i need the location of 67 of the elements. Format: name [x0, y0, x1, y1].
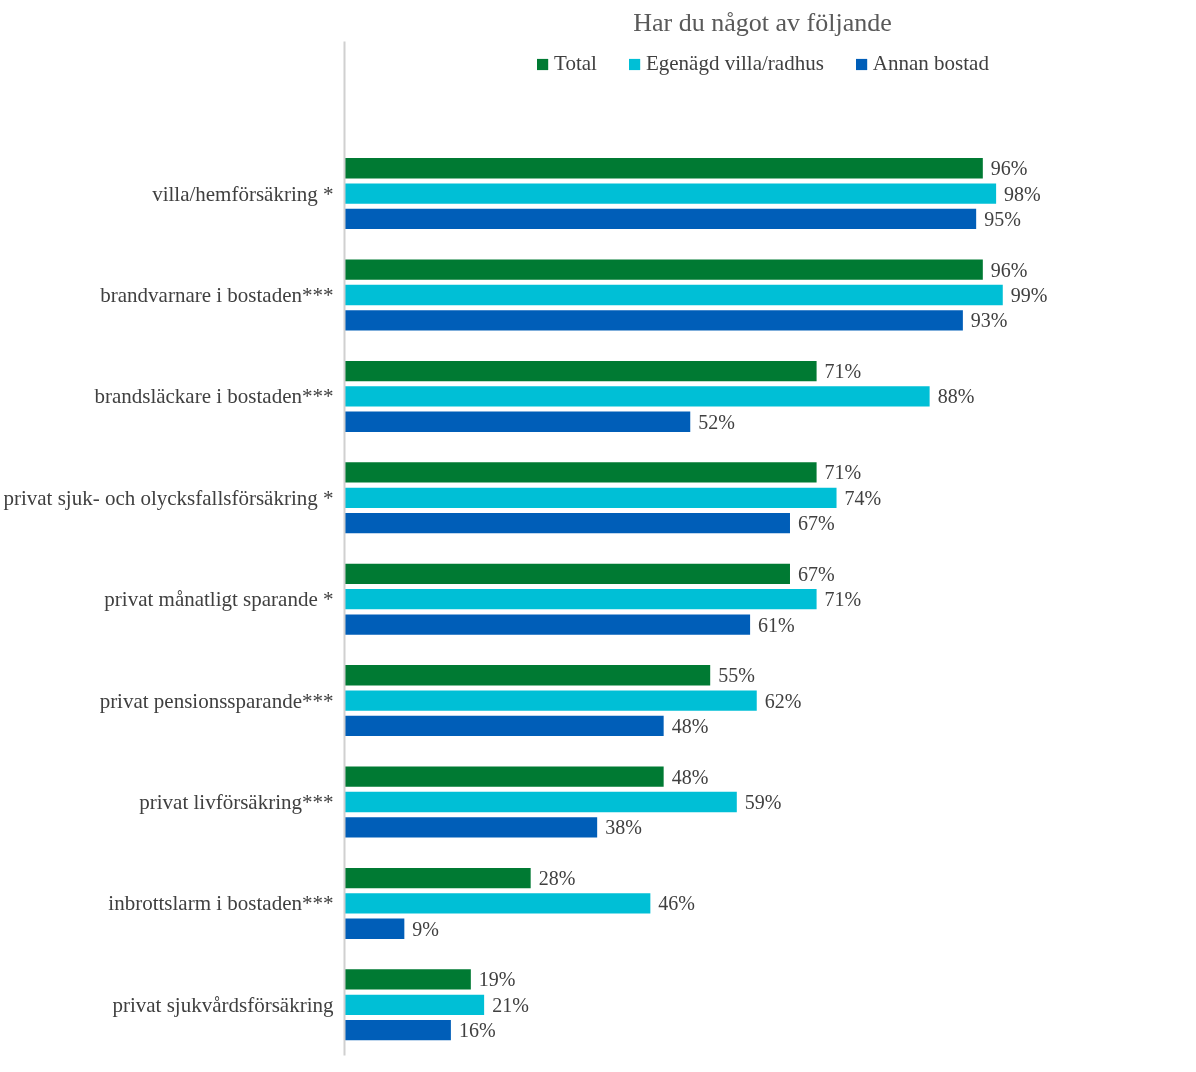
data-label: 71%	[824, 588, 862, 611]
bar	[344, 310, 963, 331]
data-label: 52%	[698, 410, 735, 433]
bar	[344, 614, 751, 635]
data-label: 88%	[937, 385, 975, 408]
bar	[344, 183, 997, 204]
bar	[344, 969, 471, 990]
y-tick-label: privat livförsäkring***	[139, 790, 334, 814]
y-tick-label: inbrottslarm i bostaden***	[108, 891, 334, 916]
legend-label: Total	[554, 51, 597, 76]
data-label: 38%	[605, 816, 642, 839]
data-label: 21%	[492, 993, 529, 1016]
bar	[344, 513, 790, 534]
legend-label: Egenägd villa/radhus	[645, 51, 824, 76]
y-tick-label: brandvarnare i bostaden***	[100, 283, 334, 307]
data-label: 96%	[990, 258, 1028, 281]
y-tick-label: privat pensionssparande***	[99, 688, 334, 713]
bar	[344, 589, 817, 610]
y-tick-label: brandsläckare i bostaden***	[94, 384, 334, 409]
legend-label: Annan bostad	[872, 51, 989, 76]
bar	[344, 487, 837, 508]
data-label: 61%	[758, 613, 795, 636]
bar	[344, 208, 977, 230]
data-label: 59%	[744, 791, 782, 813]
data-label: 71%	[824, 360, 862, 383]
data-label: 9%	[412, 917, 440, 940]
bar	[344, 867, 531, 889]
data-label: 67%	[797, 562, 835, 585]
data-label: 55%	[718, 664, 755, 687]
data-label: 19%	[478, 968, 516, 991]
data-label: 95%	[984, 207, 1021, 230]
data-label: 99%	[1010, 284, 1048, 306]
chart-title: Har du något av följande	[633, 7, 892, 37]
data-label: 48%	[671, 714, 709, 737]
bar	[344, 918, 405, 939]
bar	[344, 994, 485, 1015]
data-label: 74%	[844, 486, 882, 509]
bar	[344, 259, 983, 280]
data-label: 16%	[458, 1019, 496, 1042]
bar	[344, 411, 691, 432]
y-tick-label: villa/hemförsäkring *	[152, 181, 334, 206]
y-tick-label: privat månatligt sparande *	[104, 587, 334, 612]
bar	[344, 817, 598, 838]
data-label: 46%	[658, 892, 696, 915]
bar	[344, 1020, 451, 1041]
bar	[344, 893, 651, 914]
data-label: 67%	[797, 512, 835, 535]
bar	[344, 665, 711, 686]
bar	[344, 715, 664, 737]
bar	[344, 791, 737, 813]
data-label: 93%	[970, 309, 1008, 332]
y-tick-label: privat sjukvårdsförsäkring	[112, 992, 334, 1017]
data-label: 28%	[538, 867, 576, 890]
data-label: 96%	[990, 157, 1028, 180]
bar	[344, 386, 930, 407]
data-label: 62%	[764, 689, 802, 712]
y-tick-label: privat sjuk- och olycksfallsförsäkring *	[3, 485, 334, 510]
bar	[344, 563, 790, 584]
bar	[344, 690, 757, 711]
bar	[344, 360, 817, 382]
data-label: 98%	[1004, 182, 1041, 205]
data-label: 71%	[824, 461, 862, 484]
data-label: 48%	[671, 765, 709, 788]
bar	[344, 766, 664, 787]
bar	[344, 462, 817, 483]
bar	[344, 158, 983, 179]
bar	[344, 284, 1003, 306]
